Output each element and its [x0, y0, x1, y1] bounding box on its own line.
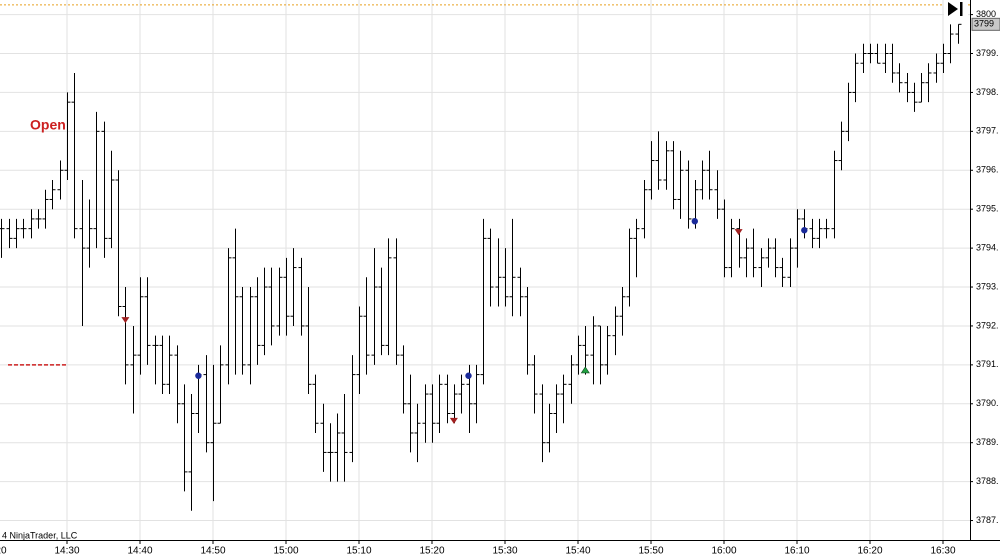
button-bar — [960, 2, 963, 16]
reference-lines — [0, 4, 970, 366]
x-tick-label: 15:40 — [565, 546, 590, 557]
signal-markers — [121, 218, 808, 424]
signal-dot — [465, 372, 472, 379]
y-tick-label: 3800 — [976, 9, 996, 19]
y-tick-label: 3790. — [976, 398, 999, 408]
y-tick-label: 3792. — [976, 320, 999, 330]
last-price-box — [971, 17, 1000, 31]
signal-up — [580, 366, 590, 374]
signal-dot — [195, 372, 202, 379]
x-tick-label: 15:00 — [273, 546, 298, 557]
y-tick-label: 3789. — [976, 437, 999, 447]
bars — [0, 23, 962, 511]
x-tick-label: 14:50 — [200, 546, 225, 557]
signal-dot — [801, 227, 808, 234]
x-tick-label: 15:50 — [638, 546, 663, 557]
scroll-end-button[interactable] — [944, 0, 968, 18]
annotation: Open — [30, 117, 66, 133]
button-arrow — [948, 2, 958, 16]
x-tick-label: 14:40 — [127, 546, 152, 557]
y-tick-label: 3791. — [976, 359, 999, 369]
y-tick-label: 3788. — [976, 476, 999, 486]
x-tick-label: 14:30 — [54, 546, 79, 557]
signal-down — [449, 417, 458, 424]
y-tick-label: 3797. — [976, 126, 999, 136]
last-price-label: 3799 — [974, 19, 994, 29]
x-tick-label: 16:00 — [711, 546, 736, 557]
signal-down — [734, 229, 743, 236]
y-tick-label: 3796. — [976, 165, 999, 175]
y-tick-label: 3795. — [976, 204, 999, 214]
x-tick-label: 15:20 — [419, 546, 444, 557]
y-tick-label: 3787. — [976, 515, 999, 525]
x-tick-label: 14:20 — [0, 546, 7, 557]
signal-dot — [691, 218, 698, 225]
x-tick-label: 15:10 — [346, 546, 371, 557]
axes: 3787. 3788. 3789. 3790. 3791. 3792. 3793. 3794.… — [0, 9, 1000, 557]
x-tick-label: 16:20 — [857, 546, 882, 557]
x-tick-label: 16:10 — [784, 546, 809, 557]
y-tick-label: 3794. — [976, 242, 999, 252]
signal-down — [121, 317, 130, 324]
x-tick-label: 16:30 — [930, 546, 955, 557]
y-tick-label: 3799. — [976, 48, 999, 58]
y-tick-label: 3798. — [976, 87, 999, 97]
copyright: 4 NinjaTrader, LLC — [2, 530, 78, 540]
x-tick-label: 15:30 — [492, 546, 517, 557]
y-tick-label: 3793. — [976, 281, 999, 291]
